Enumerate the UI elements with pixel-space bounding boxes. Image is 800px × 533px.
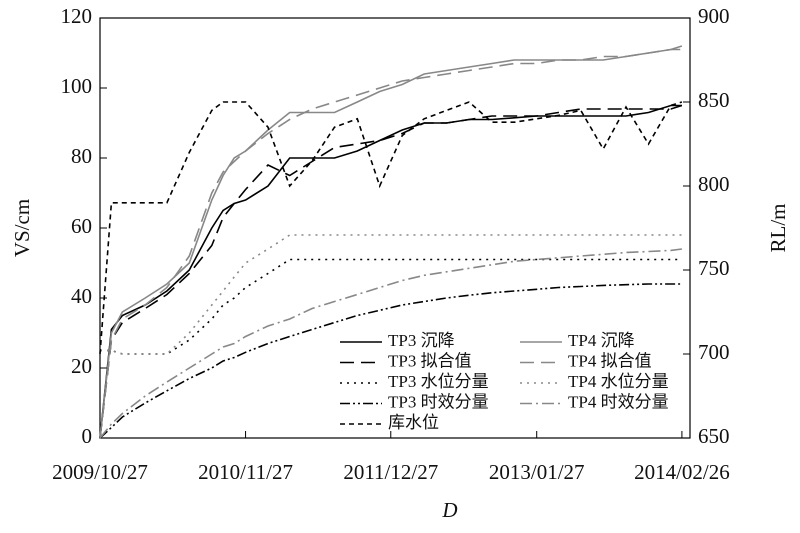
- legend-label: TP3 时效分量: [388, 392, 489, 411]
- legend-label: TP4 沉降: [568, 331, 635, 350]
- y-tick-label: 20: [71, 354, 92, 378]
- y2-tick-label: 650: [698, 424, 730, 448]
- x-axis-label: D: [441, 498, 457, 522]
- y-tick-label: 0: [82, 424, 93, 448]
- x-tick-label: 2011/12/27: [343, 460, 438, 484]
- legend-label: TP4 水位分量: [568, 372, 669, 391]
- y-tick-label: 40: [71, 284, 92, 308]
- series-line: [99, 104, 682, 439]
- legend-label: TP3 沉降: [388, 331, 455, 350]
- y-tick-label: 80: [71, 144, 92, 168]
- legend-label: TP4 时效分量: [568, 392, 669, 411]
- x-tick-label: 2010/11/27: [198, 460, 293, 484]
- y2-tick-label: 700: [698, 340, 730, 364]
- x-tick-label: 2014/02/26: [634, 460, 730, 484]
- series-line: [100, 258, 682, 355]
- series-line: [99, 248, 683, 439]
- series-line: [99, 101, 683, 355]
- legend-label: TP3 拟合值: [388, 351, 472, 370]
- y-tick-label: 120: [61, 4, 93, 28]
- y-tick-label: 100: [61, 74, 93, 98]
- y2-tick-label: 750: [698, 256, 730, 280]
- legend-label: TP3 水位分量: [388, 372, 489, 391]
- legend-label: 库水位: [388, 413, 439, 432]
- y2-tick-label: 850: [698, 88, 730, 112]
- y2-tick-label: 800: [698, 172, 730, 196]
- series-line: [99, 48, 682, 439]
- y-tick-label: 60: [71, 214, 92, 238]
- y2-tick-label: 900: [698, 4, 730, 28]
- x-tick-label: 2013/01/27: [489, 460, 585, 484]
- legend-label: TP4 拟合值: [568, 351, 652, 370]
- y2-axis-label: RL/m: [766, 203, 790, 252]
- y-axis-label: VS/cm: [10, 199, 34, 257]
- series-line: [99, 283, 682, 439]
- series-line: [99, 104, 683, 439]
- x-tick-label: 2009/10/27: [52, 460, 148, 484]
